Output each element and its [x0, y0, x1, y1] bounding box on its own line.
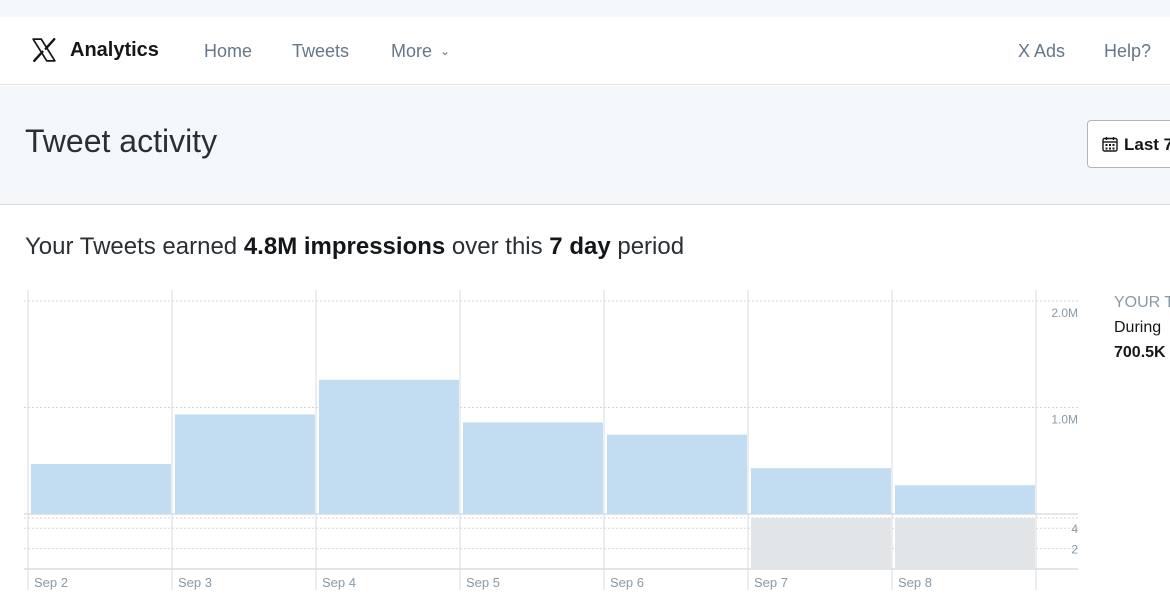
impressions-bar	[319, 379, 459, 514]
impressions-bar	[607, 434, 747, 514]
y-tick-label: 1.0M	[1051, 413, 1078, 427]
sub-y-tick-label: 4	[1071, 522, 1078, 536]
nav-more[interactable]: More ⌄	[391, 41, 450, 62]
side-panel-value: 700.5K	[1114, 344, 1166, 361]
sub-y-tick-label: 2	[1071, 543, 1078, 557]
page-title: Tweet activity	[25, 123, 218, 159]
summary-middle: over this	[445, 233, 550, 260]
nav-help[interactable]: Help?	[1104, 41, 1152, 61]
chevron-down-icon: ⌄	[440, 44, 451, 58]
impressions-bar	[31, 463, 171, 514]
side-panel-text: During	[1114, 319, 1162, 336]
x-tick-label: Sep 8	[898, 575, 932, 590]
brand-title[interactable]: Analytics	[70, 39, 159, 61]
calendar-icon	[1102, 137, 1118, 152]
impressions-bar	[175, 414, 315, 514]
x-tick-label: Sep 7	[754, 575, 788, 590]
x-tick-label: Sep 2	[34, 575, 68, 590]
impressions-bar	[895, 485, 1035, 514]
impressions-chart: 2.0M 1.0M 4 2 Sep 2 Sep 3 Sep 4 Sep 5 Sep 6 Sep 7…	[24, 290, 1078, 590]
summary-prefix: Your Tweets earned	[25, 233, 244, 260]
side-panel-title: YOUR T	[1114, 294, 1170, 311]
top-strip	[0, 0, 1170, 17]
x-tick-label: Sep 5	[466, 575, 500, 590]
x-tick-label: Sep 3	[178, 575, 212, 590]
impressions-summary: Your Tweets earned 4.8M impressions over…	[25, 233, 684, 261]
y-tick-label: 2.0M	[1051, 306, 1078, 320]
nav-x-ads[interactable]: X Ads	[1018, 41, 1066, 61]
engagement-bar	[895, 518, 1035, 569]
page-header: Tweet activity Last 7	[0, 86, 1170, 205]
impressions-bar	[463, 422, 603, 514]
x-logo-icon[interactable]	[31, 37, 57, 63]
summary-impressions: 4.8M impressions	[243, 233, 446, 260]
nav-more-label: More	[391, 41, 433, 61]
nav-home[interactable]: Home	[204, 41, 253, 61]
summary-suffix: period	[610, 233, 685, 260]
x-tick-label: Sep 4	[322, 575, 356, 590]
summary-period: 7 day	[549, 233, 611, 260]
engagement-bar	[751, 518, 891, 569]
impressions-bar	[751, 468, 891, 514]
date-range-label: Last 7	[1124, 135, 1170, 154]
nav-tweets[interactable]: Tweets	[292, 41, 350, 61]
x-tick-label: Sep 6	[610, 575, 644, 590]
top-navigation: Analytics Home Tweets More ⌄ X Ads Help?	[0, 17, 1170, 85]
date-range-button[interactable]: Last 7	[1087, 120, 1170, 168]
